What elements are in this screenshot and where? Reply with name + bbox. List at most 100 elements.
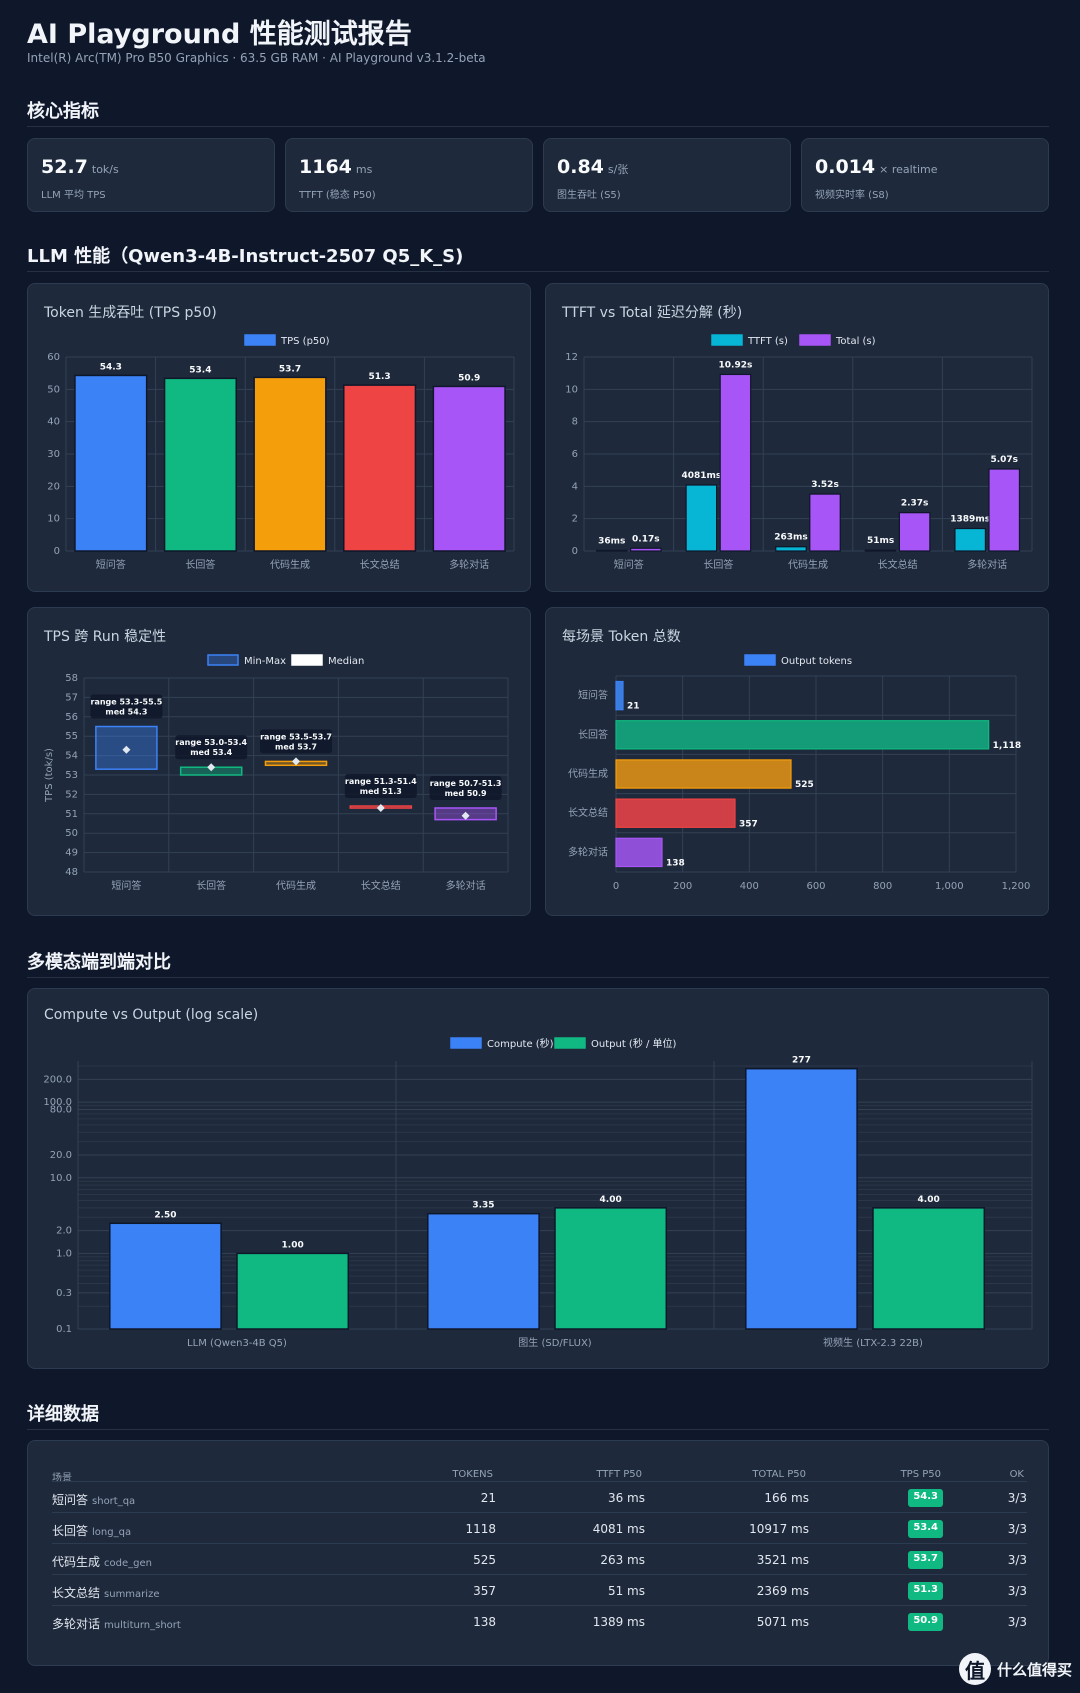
y-tick-label: 57	[65, 692, 78, 703]
x-tick-label: 400	[740, 881, 759, 892]
data-label: 50.9	[458, 373, 480, 383]
x-tick-label: 0	[613, 881, 619, 892]
x-tick-label: 代码生成	[270, 558, 310, 571]
section-divider	[27, 1429, 1049, 1430]
chart-card-latency: TTFT vs Total 延迟分解 (秒) TTFT (s) Total (s)…	[545, 283, 1049, 592]
kpi-card-video-realtime: 0.014 × realtime 视频实时率 (S8)	[801, 138, 1049, 212]
legend-swatch	[744, 654, 776, 666]
annotation-median: med 54.3	[105, 708, 147, 717]
legend-label: TPS (p50)	[280, 336, 330, 347]
cell-ok: 3/3	[1007, 1615, 1027, 1629]
kpi-value: 0.014 × realtime	[815, 156, 938, 178]
y-tick-label: 58	[65, 673, 78, 684]
annotation-box	[429, 775, 502, 800]
y-tick-label: 20	[47, 481, 60, 492]
y-tick-label: 54	[65, 751, 78, 762]
annotation-box	[260, 729, 332, 754]
chart-card-tokens: 每场景 Token 总数 Output tokens 0 200 400 600 800 1…	[545, 607, 1049, 916]
section-divider	[27, 271, 1049, 272]
y-tick-label: 56	[65, 712, 78, 723]
cell-total: 5071 ms	[756, 1615, 809, 1629]
legend-swatch	[711, 334, 743, 346]
data-label: 277	[792, 1056, 811, 1066]
y-tick-label: 0	[572, 546, 578, 557]
x-tick-label: 多轮对话	[967, 558, 1007, 571]
data-label: 51.3	[368, 372, 390, 382]
cell-scenario: 代码生成 code_gen	[52, 1555, 152, 1569]
section-title-detail: 详细数据	[27, 1404, 99, 1425]
cell-ttft: 36 ms	[607, 1491, 645, 1505]
data-label: 1389ms	[950, 515, 990, 525]
data-label: 4081ms	[681, 471, 721, 481]
tokens-hbar-chart: Output tokens 0 200 400 600 800 1,000 1,200 21 短问…	[568, 654, 1030, 892]
data-label: 2.37s	[901, 499, 929, 509]
annotation-median: med 53.7	[275, 742, 317, 751]
data-label: 3.35	[472, 1201, 494, 1211]
legend-label: Median	[328, 656, 364, 667]
x-tick-label: 多轮对话	[449, 558, 489, 571]
legend-swatch	[799, 334, 831, 346]
x-tick-label: 600	[806, 881, 825, 892]
x-tick-label: 图生 (SD/FLUX)	[518, 1336, 591, 1349]
cell-tokens: 21	[480, 1491, 496, 1505]
data-label: 4.00	[918, 1195, 940, 1205]
chart-title: Token 生成吞吐 (TPS p50)	[44, 305, 217, 321]
data-label: 36ms	[598, 536, 625, 546]
x-tick-label: 短问答	[614, 558, 644, 571]
x-tick-label: 800	[873, 881, 892, 892]
data-label: 1,118	[993, 741, 1021, 751]
tps-badge: 53.7	[908, 1551, 943, 1569]
y-tick-label: 20.0	[50, 1150, 72, 1161]
annotation-range: range 50.7-51.3	[430, 779, 502, 788]
legend-swatch	[207, 654, 239, 666]
y-tick-label: 代码生成	[568, 767, 608, 780]
cell-ttft: 4081 ms	[592, 1522, 645, 1536]
tps-bar-chart: TPS (p50) 0 10 20 30 40 50 60 54.3 短问答 53.4 长回答 53.7…	[47, 334, 515, 571]
y-tick-label: 8	[572, 417, 578, 428]
x-tick-label: 长回答	[703, 558, 733, 571]
annotation-range: range 53.0-53.4	[175, 738, 247, 747]
data-label: 10.92s	[719, 360, 753, 370]
section-divider	[27, 126, 1049, 127]
bar	[595, 549, 628, 552]
y-tick-label: 0	[54, 546, 60, 557]
median-marker	[122, 745, 131, 754]
y-tick-label: 52	[65, 789, 78, 800]
x-tick-label: 长回答	[196, 879, 226, 892]
stability-range-chart: Min-Max Median 48 49 50 51 52 53 54 55 56 57 58 TPS (…	[44, 654, 509, 892]
median-marker	[207, 763, 216, 772]
y-tick-label: 长回答	[578, 728, 608, 741]
chart-title: TTFT vs Total 延迟分解 (秒)	[562, 305, 743, 321]
legend-label: Total (s)	[835, 336, 876, 347]
section-title-multimodal: 多模态端到端对比	[27, 952, 171, 973]
legend-swatch	[554, 1037, 586, 1049]
median-marker	[292, 757, 300, 766]
x-tick-label: 1,000	[935, 881, 964, 892]
bar	[427, 1212, 540, 1330]
y-tick-label: 2	[572, 514, 578, 525]
legend-swatch	[244, 334, 276, 346]
data-label: 4.00	[600, 1195, 622, 1205]
bar	[615, 759, 792, 789]
chart-title: TPS 跨 Run 稳定性	[44, 629, 167, 645]
cell-scenario: 长回答 long_qa	[52, 1524, 132, 1538]
tps-badge: 50.9	[908, 1613, 943, 1631]
y-tick-label: 0.1	[56, 1324, 72, 1335]
bar	[775, 546, 807, 552]
data-label: 3.52s	[811, 480, 839, 490]
chart-title: Compute vs Output (log scale)	[44, 1007, 259, 1023]
annotation-median: med 51.3	[360, 787, 402, 796]
bar	[864, 549, 897, 552]
table-header-scenario: 场景	[52, 1473, 72, 1484]
legend-label: Output (秒 / 单位)	[591, 1037, 677, 1050]
y-tick-label: 30	[47, 449, 60, 460]
table-header-ttft: TTFT P50	[596, 1469, 642, 1480]
y-tick-label: 100.0	[43, 1097, 72, 1108]
y-tick-label: 55	[65, 731, 78, 742]
bar	[163, 377, 237, 552]
legend-label: TTFT (s)	[747, 336, 788, 347]
cell-scenario: 多轮对话 multiturn_short	[52, 1617, 181, 1631]
kpi-card-image-throughput: 0.84 s/张 图生吞吐 (S5)	[543, 138, 791, 212]
bar	[872, 1207, 986, 1330]
cell-tokens: 525	[473, 1553, 496, 1567]
